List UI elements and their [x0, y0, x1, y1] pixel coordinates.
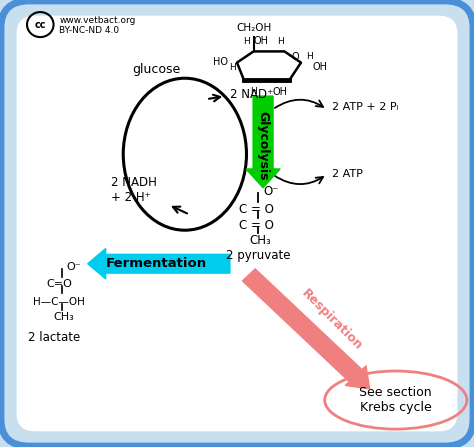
- Text: 2 ATP + 2 Pᵢ: 2 ATP + 2 Pᵢ: [332, 102, 399, 112]
- Text: H—C—OH: H—C—OH: [33, 297, 85, 307]
- Text: 2 pyruvate: 2 pyruvate: [226, 249, 291, 262]
- Text: OH: OH: [272, 87, 287, 97]
- Text: O: O: [291, 52, 299, 62]
- Text: 2 lactate: 2 lactate: [28, 331, 81, 344]
- Text: BY-NC-ND 4.0: BY-NC-ND 4.0: [59, 26, 119, 35]
- Text: Respiration: Respiration: [299, 287, 365, 353]
- Text: H: H: [243, 37, 250, 46]
- Text: OH: OH: [313, 62, 328, 72]
- Text: 2 NADH
+ 2 H⁺: 2 NADH + 2 H⁺: [110, 176, 156, 204]
- Text: CH₃: CH₃: [54, 312, 74, 322]
- Text: C = O: C = O: [238, 219, 273, 232]
- Text: 2 ATP: 2 ATP: [332, 169, 363, 179]
- Text: C=O: C=O: [46, 279, 72, 289]
- Text: CH₃: CH₃: [250, 234, 272, 247]
- Text: H: H: [277, 37, 284, 46]
- Text: H: H: [306, 52, 312, 61]
- Text: 2 NAD⁺: 2 NAD⁺: [230, 88, 273, 101]
- Text: Glycolysis: Glycolysis: [256, 110, 270, 180]
- Text: See section
Krebs cycle: See section Krebs cycle: [359, 386, 432, 414]
- Text: cc: cc: [35, 20, 46, 30]
- FancyBboxPatch shape: [17, 16, 457, 431]
- Text: Fermentation: Fermentation: [106, 257, 207, 270]
- Text: glucose: glucose: [132, 63, 181, 76]
- Text: O⁻: O⁻: [263, 185, 279, 198]
- Text: HO: HO: [212, 57, 228, 67]
- Text: OH: OH: [253, 36, 268, 46]
- Text: CH₂OH: CH₂OH: [236, 23, 271, 33]
- FancyArrow shape: [246, 96, 280, 188]
- FancyArrow shape: [243, 269, 370, 389]
- FancyArrow shape: [88, 249, 230, 279]
- Text: H: H: [250, 87, 257, 96]
- Text: O⁻: O⁻: [66, 262, 81, 272]
- Text: C = O: C = O: [238, 202, 273, 216]
- Text: H: H: [229, 63, 236, 72]
- Text: www.vetbact.org: www.vetbact.org: [59, 16, 136, 25]
